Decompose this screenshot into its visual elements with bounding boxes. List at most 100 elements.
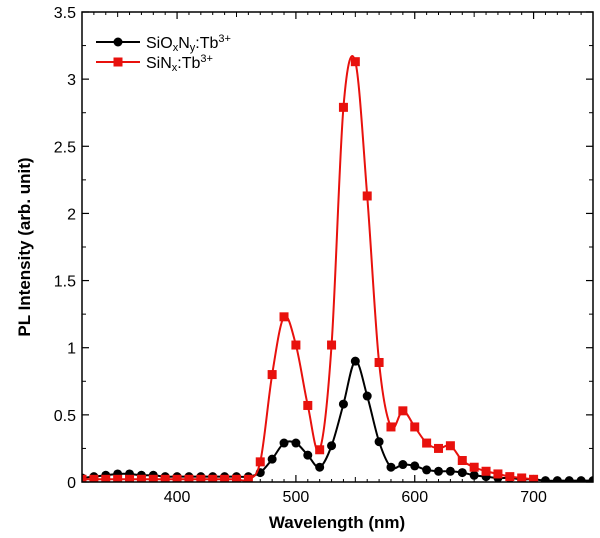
data-point-sioxny xyxy=(564,476,574,482)
data-point-sinx xyxy=(291,340,301,350)
data-point-sinx xyxy=(422,438,432,448)
series-line-sioxny xyxy=(82,360,593,482)
y-axis-title: PL Intensity (arb. unit) xyxy=(15,157,34,336)
data-point-sioxny xyxy=(576,476,586,482)
data-point-sioxny xyxy=(422,465,432,475)
x-tick-label: 700 xyxy=(520,489,547,506)
data-point-sioxny xyxy=(469,470,479,480)
data-point-sinx xyxy=(315,445,325,455)
plot-frame xyxy=(81,11,594,483)
data-point-sinx xyxy=(208,474,218,482)
data-point-sinx xyxy=(125,474,135,482)
data-point-sinx xyxy=(350,57,360,67)
data-point-sinx xyxy=(231,474,241,482)
data-point-sioxny xyxy=(398,460,408,470)
data-point-sinx xyxy=(113,474,123,482)
data-point-sinx xyxy=(101,474,111,482)
data-point-sioxny xyxy=(338,399,348,409)
data-point-sinx xyxy=(172,474,182,482)
data-point-sinx xyxy=(517,473,527,482)
data-point-sinx xyxy=(255,457,265,467)
legend-label-part: Si xyxy=(146,35,160,52)
y-tick-label: 1 xyxy=(67,341,76,358)
data-point-sinx xyxy=(374,357,384,367)
data-point-sioxny xyxy=(410,461,420,471)
legend-label-part: 3+ xyxy=(218,33,231,45)
data-point-sioxny xyxy=(315,462,325,472)
legend-label-part: x xyxy=(173,42,179,54)
x-axis-title: Wavelength (nm) xyxy=(269,513,405,532)
data-point-sinx xyxy=(160,474,170,482)
data-point-sioxny xyxy=(588,476,593,482)
legend-marker xyxy=(113,57,123,67)
data-point-sinx xyxy=(410,422,420,432)
data-point-sinx xyxy=(338,102,348,112)
data-point-sioxny xyxy=(540,476,550,482)
data-point-sinx xyxy=(493,469,503,479)
data-point-sinx xyxy=(243,474,253,482)
data-point-sioxny xyxy=(267,454,277,464)
data-point-sioxny xyxy=(362,391,372,401)
data-point-sinx xyxy=(469,462,479,472)
data-point-sinx xyxy=(327,340,337,350)
legend-label-part: :Tb xyxy=(177,55,200,72)
data-point-sinx xyxy=(303,400,313,410)
data-point-sioxny xyxy=(552,476,562,482)
data-point-sioxny xyxy=(303,450,313,460)
data-point-sinx xyxy=(457,456,467,466)
y-tick-label: 2 xyxy=(67,206,76,223)
y-tick-label: 0.5 xyxy=(54,408,76,425)
data-point-sioxny xyxy=(327,441,337,451)
data-point-sinx xyxy=(481,466,491,476)
data-point-sinx xyxy=(279,312,289,322)
y-tick-label: 3.5 xyxy=(54,5,76,22)
data-point-sinx xyxy=(445,441,455,451)
data-point-sinx xyxy=(434,443,444,453)
legend-label-part: y xyxy=(190,42,196,54)
legend: SiOxNy:Tb3+SiNx:Tb3+ xyxy=(96,33,231,74)
data-point-sinx xyxy=(398,406,408,416)
series-layer xyxy=(82,55,593,482)
data-point-sioxny xyxy=(350,356,360,366)
legend-item-sinx: SiNx:Tb3+ xyxy=(96,53,213,74)
data-point-sinx xyxy=(136,474,146,482)
data-point-sinx xyxy=(362,191,372,201)
data-point-sioxny xyxy=(457,468,467,478)
data-point-sioxny xyxy=(374,437,384,447)
legend-label-part: Si xyxy=(146,55,160,72)
legend-label-part: x xyxy=(172,62,178,74)
legend-label-sioxny: SiOxNy:Tb3+ xyxy=(146,33,231,54)
y-tick-label: 2.5 xyxy=(54,139,76,156)
series-sioxny xyxy=(82,356,593,482)
x-tick-label: 600 xyxy=(401,489,428,506)
data-point-sioxny xyxy=(445,466,455,476)
legend-label-sinx: SiNx:Tb3+ xyxy=(146,53,213,74)
legend-label-part: 3+ xyxy=(200,53,213,65)
legend-label-part: N xyxy=(160,55,172,72)
data-point-sioxny xyxy=(434,466,444,476)
data-point-sinx xyxy=(529,474,539,482)
y-tick-label: 0 xyxy=(67,475,76,492)
data-point-sinx xyxy=(505,472,515,482)
x-tick-label: 400 xyxy=(164,489,191,506)
data-point-sinx xyxy=(82,474,87,482)
y-tick-label: 3 xyxy=(67,72,76,89)
legend-label-part: O xyxy=(160,35,172,52)
data-point-sioxny xyxy=(291,438,301,448)
data-point-sinx xyxy=(220,474,230,482)
series-sinx xyxy=(82,55,539,482)
data-point-sinx xyxy=(148,474,158,482)
legend-label-part: N xyxy=(178,35,190,52)
data-point-sinx xyxy=(184,474,194,482)
legend-label-part: :Tb xyxy=(195,35,218,52)
data-point-sinx xyxy=(386,422,396,432)
legend-marker xyxy=(113,37,123,47)
legend-item-sioxny: SiOxNy:Tb3+ xyxy=(96,33,231,54)
data-point-sioxny xyxy=(386,462,396,472)
data-point-sinx xyxy=(89,474,99,482)
y-tick-label: 1.5 xyxy=(54,274,76,291)
data-point-sinx xyxy=(267,370,277,380)
x-tick-label: 500 xyxy=(283,489,310,506)
series-line-sinx xyxy=(82,55,534,482)
